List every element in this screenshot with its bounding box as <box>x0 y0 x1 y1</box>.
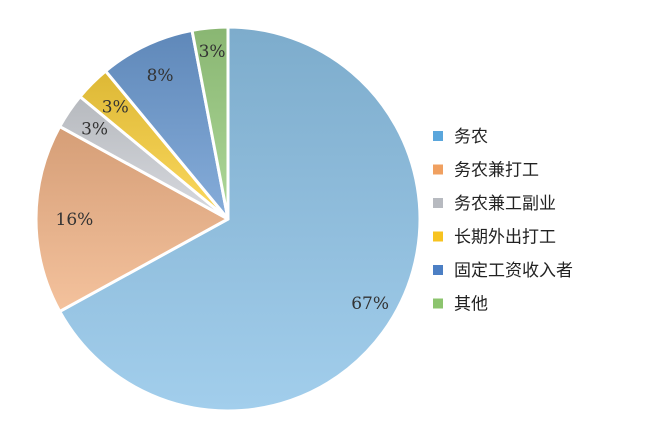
legend-swatch-1 <box>433 131 443 141</box>
legend-label-2: 务农兼打工 <box>454 161 539 181</box>
pie-slice-2 <box>34 125 230 313</box>
data-label-3: 3% <box>81 119 108 139</box>
pie-slice-6 <box>190 25 230 221</box>
data-label-5: 8% <box>147 66 174 86</box>
data-label-4: 3% <box>102 97 129 117</box>
legend-swatch-4 <box>433 231 443 242</box>
legend-label-3: 务农兼工副业 <box>454 194 556 214</box>
pie-slice-5 <box>104 28 230 221</box>
legend-label-4: 长期外出打工 <box>454 228 556 248</box>
legend-label-1: 务农 <box>454 127 488 147</box>
legend-swatch-6 <box>433 298 443 309</box>
legend-label-5: 固定工资收入者 <box>454 261 573 281</box>
pie-slices <box>34 25 422 413</box>
legend-swatch-5 <box>433 265 443 275</box>
legend-swatch-3 <box>433 198 443 208</box>
pie-slice-1 <box>58 25 422 413</box>
pie-data-labels: 67%16%3%3%8%3% <box>56 42 389 314</box>
legend-swatch-2 <box>433 164 443 175</box>
data-label-1: 67% <box>351 294 389 314</box>
data-label-6: 3% <box>199 42 226 62</box>
data-label-2: 16% <box>56 210 94 230</box>
legend-label-6: 其他 <box>454 295 488 315</box>
